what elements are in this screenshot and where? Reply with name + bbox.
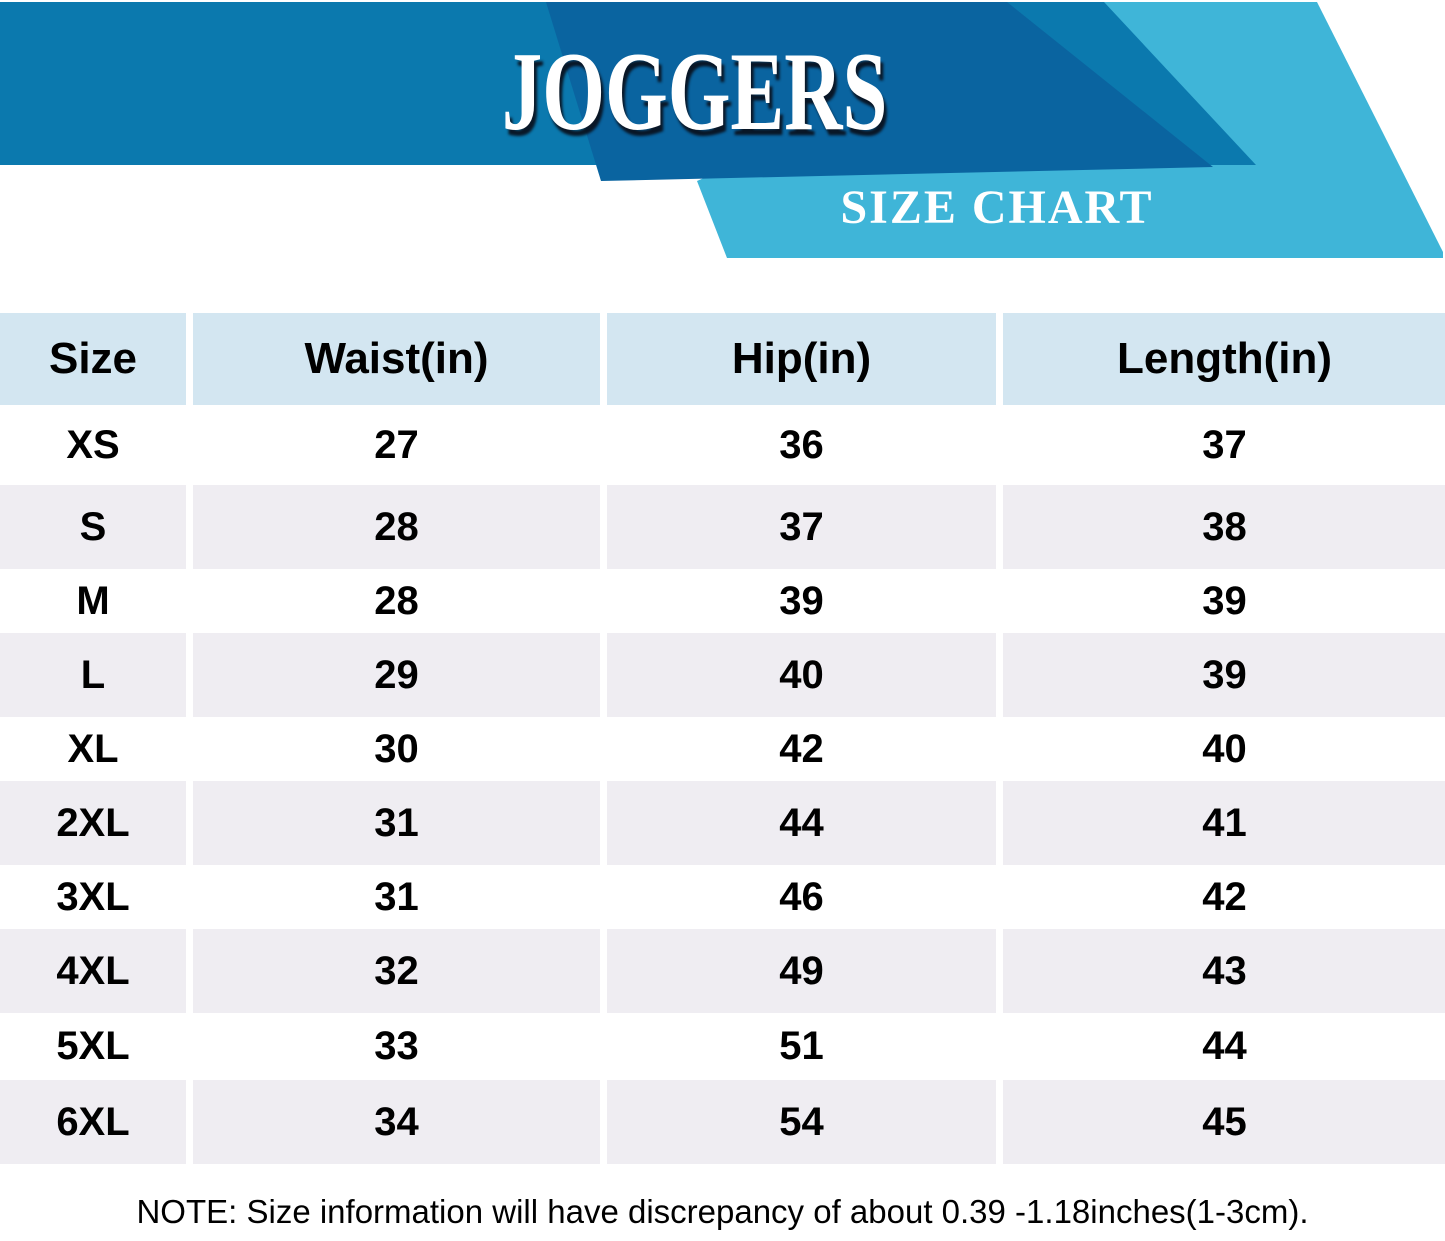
- table-cell: XL: [0, 717, 186, 781]
- table-cell: 39: [1003, 569, 1445, 633]
- table-cell: 46: [607, 865, 996, 929]
- subtitle-wrap: SIZE CHART: [836, 178, 1158, 238]
- table-cell: 51: [607, 1013, 996, 1080]
- table-cell: 41: [1003, 781, 1445, 865]
- table-cell: M: [0, 569, 186, 633]
- table-cell: 36: [607, 405, 996, 485]
- table-cell: 30: [193, 717, 600, 781]
- table-cell: 34: [193, 1080, 600, 1164]
- table-cell: 42: [607, 717, 996, 781]
- page-title: JOGGERS: [502, 30, 888, 154]
- table-cell: 33: [193, 1013, 600, 1080]
- table-cell: 45: [1003, 1080, 1445, 1164]
- page-subtitle: SIZE CHART: [840, 181, 1154, 234]
- header-banner: JOGGERS SIZE CHART: [0, 0, 1445, 262]
- table-cell: 37: [607, 485, 996, 569]
- table-cell: 32: [193, 929, 600, 1013]
- size-table: Size Waist(in) Hip(in) Length(in) XS 27 …: [0, 313, 1445, 1164]
- table-cell: XS: [0, 405, 186, 485]
- table-cell: 54: [607, 1080, 996, 1164]
- table-cell: 29: [193, 633, 600, 717]
- column-header-length: Length(in): [1003, 313, 1445, 405]
- table-cell: 6XL: [0, 1080, 186, 1164]
- table-cell: 5XL: [0, 1013, 186, 1080]
- table-cell: 27: [193, 405, 600, 485]
- table-cell: 28: [193, 569, 600, 633]
- table-cell: 43: [1003, 929, 1445, 1013]
- column-header-waist: Waist(in): [193, 313, 600, 405]
- table-cell: 3XL: [0, 865, 186, 929]
- table-cell: 2XL: [0, 781, 186, 865]
- table-cell: 28: [193, 485, 600, 569]
- column-header-size: Size: [0, 313, 186, 405]
- title-wrap: JOGGERS: [500, 30, 890, 154]
- note-text: NOTE: Size information will have discrep…: [136, 1193, 1309, 1230]
- table-cell: 49: [607, 929, 996, 1013]
- table-cell: 4XL: [0, 929, 186, 1013]
- table-cell: 31: [193, 781, 600, 865]
- table-cell: 40: [607, 633, 996, 717]
- table-cell: 44: [607, 781, 996, 865]
- table-cell: 37: [1003, 405, 1445, 485]
- table-cell: L: [0, 633, 186, 717]
- table-cell: 31: [193, 865, 600, 929]
- column-header-hip: Hip(in): [607, 313, 996, 405]
- table-cell: 42: [1003, 865, 1445, 929]
- table-cell: 39: [607, 569, 996, 633]
- table-cell: 40: [1003, 717, 1445, 781]
- table-cell: S: [0, 485, 186, 569]
- table-cell: 38: [1003, 485, 1445, 569]
- table-cell: 39: [1003, 633, 1445, 717]
- table-cell: 44: [1003, 1013, 1445, 1080]
